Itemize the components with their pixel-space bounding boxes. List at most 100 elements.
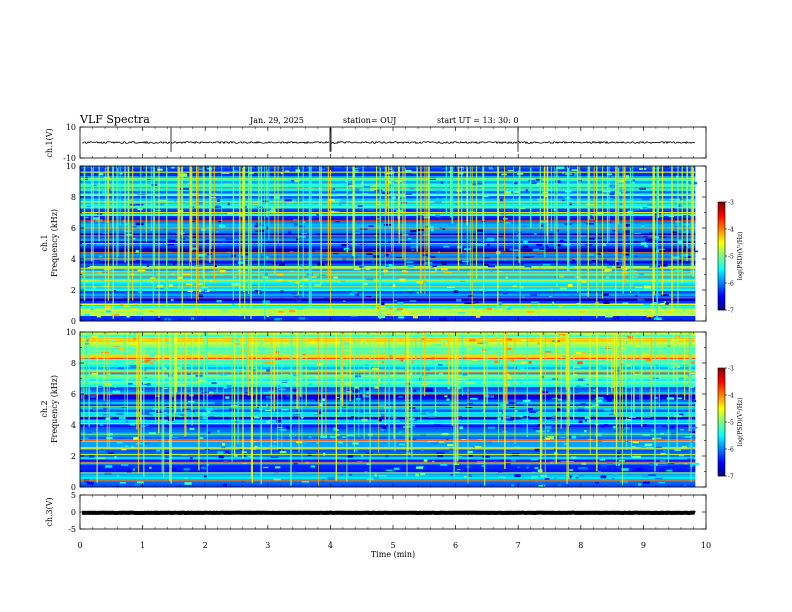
spectrogram-cell [217,430,220,433]
spectrogram-cell [609,413,614,415]
spectrogram-cell [359,410,364,413]
spectrogram-cell [660,302,666,305]
colorbar-swatch [718,445,725,448]
spectrogram-cell [553,448,557,451]
spectrogram-cell [344,382,351,385]
spectrogram-cell [327,198,336,202]
spectrogram-cell [482,257,490,259]
spectrogram-cell [200,286,209,289]
spectrogram-cell [209,416,215,419]
colorbar-swatch [718,378,725,381]
spectrogram-cell [344,369,348,371]
spectrogram-cell [105,417,111,421]
spectrogram-cell [267,223,275,226]
spectrogram-cell [436,452,445,454]
spectrogram-cell [185,387,193,390]
spectrogram-cell [538,266,542,268]
spectrogram-cell [357,225,364,227]
spectrogram-cell [255,224,264,227]
spectrogram-cell [406,452,411,454]
spectrogram-cell [405,445,412,448]
spectrogram-band [80,183,696,187]
spectrogram-cell [579,433,587,437]
spectrogram-cell [135,203,144,206]
spectrogram-cell [669,198,677,200]
spectrogram-cell [231,303,236,306]
spectrogram-cell [468,295,474,298]
spectrogram-cell [103,407,108,410]
spectrogram-cell [683,484,687,486]
spectrogram-cell [418,335,427,339]
spectrogram-cell [641,352,649,356]
spectrogram-cell [316,441,319,444]
spectrogram-cell [253,479,260,481]
spectrogram-cell [429,421,434,424]
spectrogram-cell [465,278,473,281]
spectrogram-cell [520,378,524,380]
spectrogram-cell [177,255,183,258]
spectrogram-band [80,362,696,365]
colorbar-swatch [718,202,725,205]
spectrogram-cell [291,179,295,183]
spectrogram-cell [407,238,412,240]
spectrogram-cell [498,189,503,192]
spectrogram-cell [584,416,590,419]
spectrogram-cell [467,450,473,454]
spectrogram-cell [456,298,462,302]
spectrogram-cell [419,412,426,415]
spectrogram-cell [438,364,443,366]
colorbar-swatch [718,373,725,376]
spectrogram-cell [553,182,558,185]
spectrogram-cell [685,435,691,439]
spectrogram-cell [512,285,518,287]
spectrogram-cell [80,314,88,316]
spectrogram-cell [498,353,502,357]
spectrogram-cell [607,399,612,402]
spectrogram-band [80,258,696,262]
colorbar-swatch [718,387,725,390]
colorbar-swatch [718,441,725,444]
spectrogram-cell [387,252,390,255]
spectrogram-cell [389,355,393,358]
spectrogram-band [80,399,696,403]
spectrogram-cell [505,384,511,386]
colorbar-swatch [718,250,725,253]
spectrogram-band [80,173,696,177]
spectrogram-cell [449,448,454,451]
colorbar-swatch [718,413,725,416]
spectrogram-cell [583,333,589,337]
spectrogram-cell [591,404,599,407]
spectrogram-cell [335,429,339,431]
spectrogram-cell [523,240,528,243]
spectrogram-cell [276,419,282,423]
spectrogram-cell [563,443,568,445]
spectrogram-cell [213,193,217,196]
spectrogram-cell [435,197,440,200]
spectrogram-band [80,389,696,393]
spectrogram-cell [406,455,411,458]
spectrogram-cell [603,293,609,296]
colorbar-swatch [718,256,725,259]
spectrogram-cell [504,347,512,350]
spectrogram-cell [397,396,403,398]
spectrogram-cell [606,344,615,347]
colorbar-tick-label: -7 [728,474,734,481]
spectrogram-cell [340,480,345,482]
spectrogram-cell [477,243,485,246]
colorbar-swatch [718,382,725,385]
spectrogram-band [80,354,696,358]
spectrogram-cell [240,351,248,353]
spectrogram-cell [502,217,508,220]
spectrogram-cell [278,360,281,363]
spectrogram-cell [354,449,358,452]
spectrogram-cell [645,238,654,242]
spectrogram-cell [164,451,170,455]
spectrogram-cell [669,361,672,364]
spectrogram-cell [399,278,406,282]
spectrogram-cell [634,232,642,234]
spectrogram-cell [517,366,525,369]
colorbar-tick-label: -4 [728,227,734,234]
spectrogram-cell [584,419,587,422]
spectrogram-cell [610,271,617,274]
spectrogram-cell [409,256,415,260]
